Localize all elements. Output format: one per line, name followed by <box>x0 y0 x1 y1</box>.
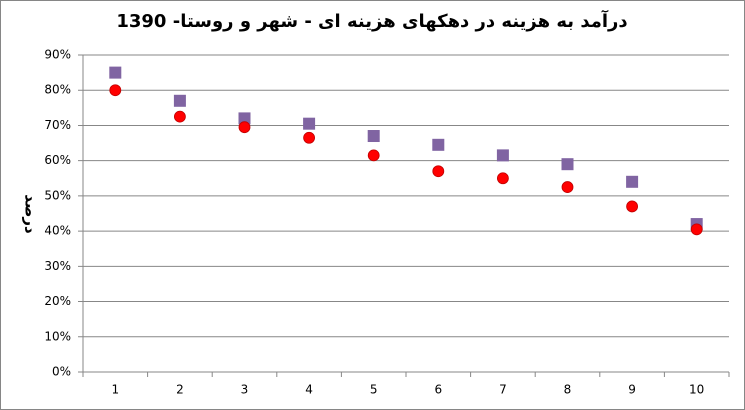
marker-square <box>109 66 122 79</box>
y-tick-label: 0% <box>52 365 71 379</box>
x-tick-label: 8 <box>564 383 572 397</box>
x-tick-label: 5 <box>370 383 378 397</box>
marker-square <box>173 94 186 107</box>
marker-circle <box>109 84 122 97</box>
y-tick-label: 50% <box>44 188 71 202</box>
x-tick-label: 7 <box>499 383 507 397</box>
y-axis-label: درصد <box>22 194 40 234</box>
y-tick-label: 70% <box>44 118 71 132</box>
marker-circle <box>561 181 574 193</box>
y-tick-label: 20% <box>44 294 71 308</box>
x-tick-label: 4 <box>305 383 313 397</box>
marker-circle <box>173 110 186 123</box>
chart-title: درآمد به هزینه در دهکهای هزینه ای - شهر … <box>116 9 627 32</box>
x-tick-label: 9 <box>628 383 636 397</box>
y-tick-label: 60% <box>44 153 71 167</box>
y-tick-label: 80% <box>44 83 71 97</box>
marker-circle <box>626 200 638 213</box>
marker-square <box>367 130 380 143</box>
marker-circle <box>690 223 703 236</box>
x-tick-label: 6 <box>434 383 442 397</box>
y-tick-label: 30% <box>44 259 71 273</box>
marker-circle <box>238 121 251 134</box>
marker-square <box>496 149 509 162</box>
x-tick-label: 3 <box>241 383 249 397</box>
marker-square <box>561 158 574 171</box>
marker-square <box>238 112 251 125</box>
marker-square <box>432 138 445 151</box>
y-tick-label: 90% <box>44 48 71 62</box>
marker-circle <box>303 131 316 144</box>
y-tick-label: 40% <box>44 224 71 238</box>
marker-circle <box>496 172 509 185</box>
marker-circle <box>432 165 445 178</box>
marker-square <box>303 117 316 130</box>
marker-circle <box>367 149 380 162</box>
x-tick-label: 2 <box>176 383 184 397</box>
marker-square <box>626 175 639 188</box>
y-tick-label: 10% <box>44 329 71 343</box>
x-tick-label: 10 <box>689 383 704 397</box>
x-tick-label: 1 <box>111 383 119 397</box>
